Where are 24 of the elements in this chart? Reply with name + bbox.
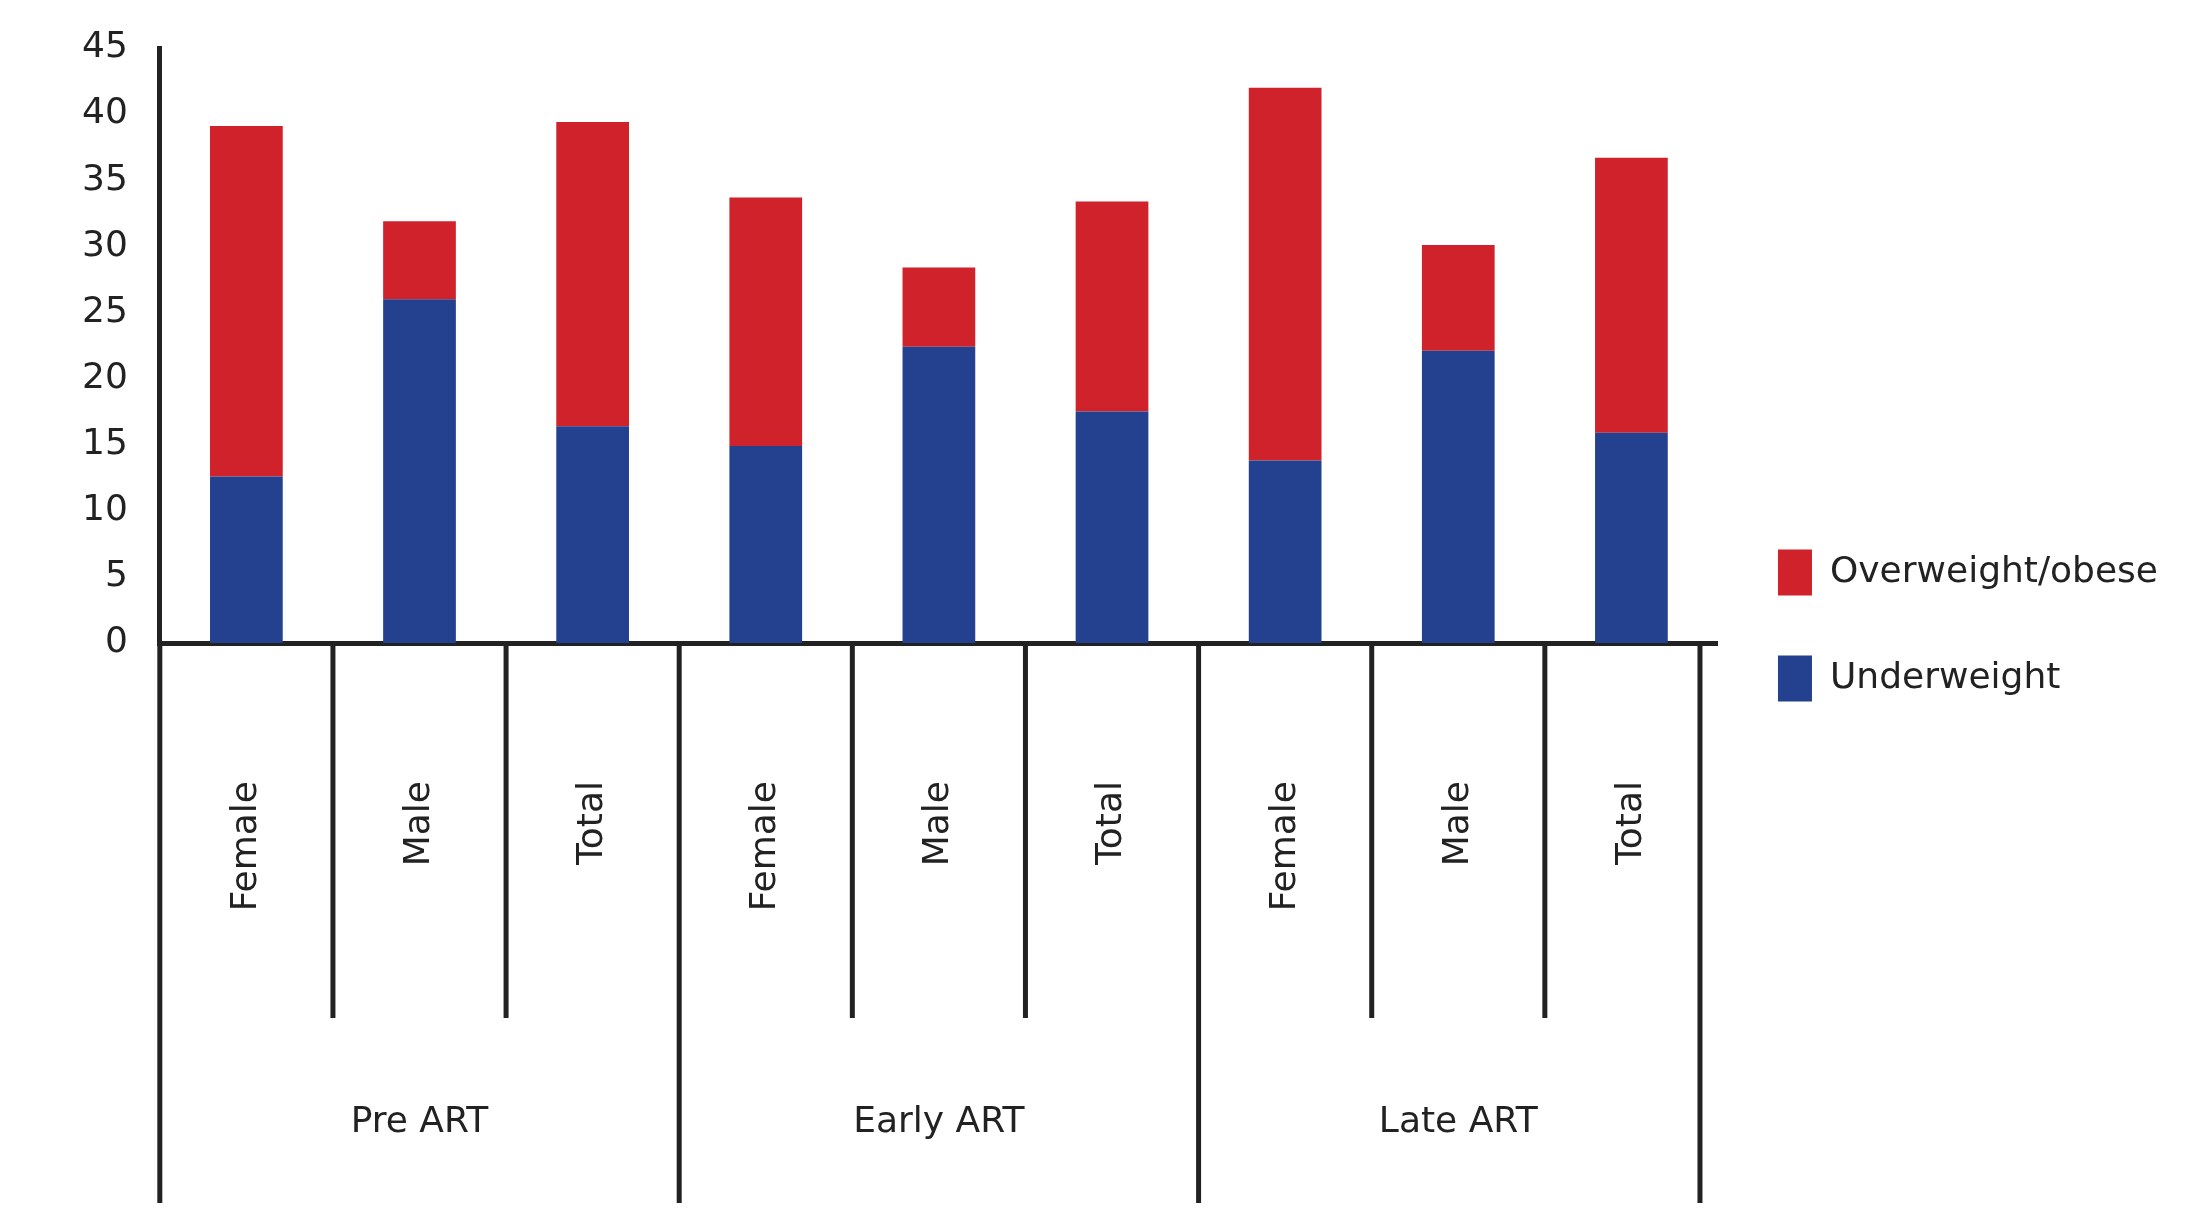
y-tick-label: 40 (82, 90, 128, 132)
y-tick-label: 25 (82, 288, 128, 330)
y-tick-label: 30 (82, 222, 128, 264)
x-tick-label: Female (222, 781, 264, 912)
y-tick-label: 5 (104, 553, 128, 595)
text: Early ART (853, 1099, 1026, 1141)
x-tick-label: Male (1434, 781, 1476, 867)
x-tick-label: Total (1088, 781, 1130, 867)
y-tick-label: 15 (82, 421, 128, 463)
legend-label: Overweight/obese (1829, 548, 2159, 590)
y-tick-label: 45 (82, 24, 128, 66)
text: Pre ART (350, 1099, 490, 1141)
y-tick-label: 10 (82, 487, 128, 529)
legend-label: Underweight (1829, 654, 2061, 696)
y-tick-label: 0 (104, 619, 128, 661)
y-tick-label: 35 (82, 156, 128, 198)
y-tick-label: 20 (82, 354, 128, 396)
x-tick-label: Total (568, 781, 610, 867)
x-tick-label: Female (1261, 781, 1303, 912)
x-tick-label: Male (395, 781, 437, 867)
x-tick-label: Total (1607, 781, 1649, 867)
text: Late ART (1378, 1099, 1539, 1141)
x-tick-label: Female (742, 781, 784, 912)
x-tick-label: Male (915, 781, 957, 867)
